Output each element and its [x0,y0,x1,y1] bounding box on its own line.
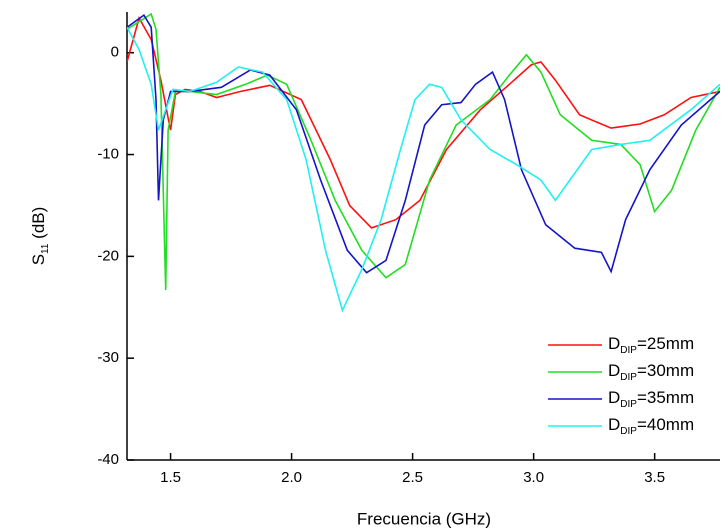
legend-label: DDIP=25mm [608,334,694,356]
x-tick-label: 2.0 [281,469,302,486]
x-tick-label: 2.5 [402,469,423,486]
x-tick-label: 3.5 [644,469,665,486]
plot-area [127,12,720,313]
y-tick-label: -40 [97,451,119,468]
series-line [127,12,720,291]
legend-label: DDIP=30mm [608,361,694,383]
series-line [127,16,720,229]
legend-label: DDIP=35mm [608,388,694,410]
y-tick-label: 0 [111,44,119,61]
x-axis-label: Frecuencia (GHz) [357,509,491,528]
x-tick-label: 1.5 [160,469,181,486]
legend-label: DDIP=40mm [608,415,694,437]
x-tick-label: 3.0 [523,469,544,486]
y-tick-label: -30 [97,349,119,366]
y-axis-label: S11 (dB) [29,207,51,266]
series-line [127,26,720,313]
series-line [127,13,720,274]
y-tick-label: -10 [97,146,119,163]
y-tick-label: -20 [97,247,119,264]
